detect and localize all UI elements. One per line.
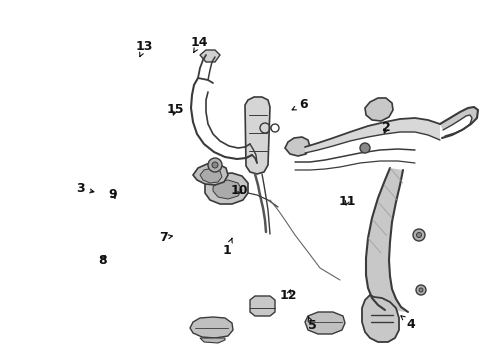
Polygon shape (213, 180, 242, 199)
Text: 10: 10 (230, 184, 248, 197)
Text: 9: 9 (108, 188, 117, 201)
Polygon shape (190, 317, 232, 338)
Text: 12: 12 (279, 289, 297, 302)
Text: 2: 2 (381, 121, 390, 134)
Text: 5: 5 (307, 316, 316, 332)
Circle shape (418, 288, 422, 292)
Text: 4: 4 (400, 316, 414, 330)
Polygon shape (200, 50, 220, 62)
Text: 1: 1 (223, 238, 232, 257)
Text: 15: 15 (166, 103, 183, 116)
Text: 13: 13 (135, 40, 153, 57)
Polygon shape (249, 296, 274, 316)
Polygon shape (193, 164, 227, 185)
Circle shape (416, 233, 421, 238)
Polygon shape (305, 118, 439, 153)
Text: 7: 7 (159, 231, 172, 244)
Polygon shape (204, 173, 247, 204)
Polygon shape (244, 97, 269, 174)
Text: 8: 8 (98, 255, 107, 267)
Text: 3: 3 (76, 183, 94, 195)
Polygon shape (361, 295, 398, 342)
Text: 14: 14 (190, 36, 208, 52)
Polygon shape (285, 137, 309, 156)
Polygon shape (364, 98, 392, 121)
Polygon shape (305, 312, 345, 334)
Circle shape (412, 229, 424, 241)
Circle shape (207, 158, 222, 172)
Circle shape (359, 143, 369, 153)
Text: 6: 6 (291, 98, 307, 111)
Circle shape (415, 285, 425, 295)
Polygon shape (365, 168, 407, 312)
Text: 11: 11 (338, 195, 355, 208)
Polygon shape (200, 338, 224, 343)
Polygon shape (439, 107, 477, 138)
Polygon shape (200, 168, 222, 183)
Circle shape (212, 162, 218, 168)
